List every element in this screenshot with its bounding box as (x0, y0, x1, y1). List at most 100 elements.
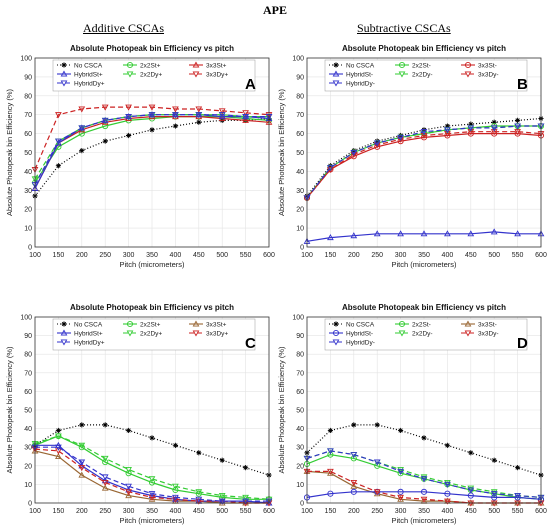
legend-entry: 2x2St- (412, 322, 431, 329)
y-tick-label: 30 (24, 445, 32, 452)
y-tick-label: 90 (296, 333, 304, 340)
axes-box (306, 316, 542, 504)
data-point (102, 459, 109, 466)
data-point (195, 489, 203, 496)
y-tick-label: 90 (24, 74, 32, 81)
y-axis-label: Absolute Photopeak bin Efficiency (%) (5, 88, 14, 216)
y-tick-label: 70 (296, 370, 304, 377)
legend-entry: 2x2Dy+ (140, 72, 162, 79)
data-point (101, 484, 109, 491)
series-line (34, 435, 270, 500)
y-tick-label: 100 (292, 56, 304, 63)
legend-marker (332, 329, 340, 337)
legend-marker (126, 330, 134, 337)
data-point (468, 450, 474, 456)
y-tick-label: 50 (24, 150, 32, 157)
legend-entry: 3x3St+ (206, 322, 227, 329)
chart-panel-a: 100 150 200 250 300 350 400 450 500 550 600 0 10 20 30… (5, 44, 275, 269)
legend-entry: HybridSt+ (74, 72, 103, 79)
x-tick-label: 600 (263, 252, 275, 259)
data-point (327, 427, 333, 434)
data-point (350, 455, 357, 462)
series-2x2dy- (31, 433, 273, 503)
panel-label: C (245, 335, 256, 352)
panel-label: D (517, 335, 528, 352)
data-point (350, 452, 358, 459)
data-point (125, 114, 132, 121)
x-tick-label: 400 (170, 252, 182, 259)
data-point (490, 125, 498, 132)
y-tick-label: 90 (296, 74, 304, 81)
data-point (373, 489, 381, 496)
legend-entry: No CSCA (74, 63, 103, 70)
data-point (195, 112, 203, 119)
y-tick-label: 30 (24, 188, 32, 195)
data-point (515, 465, 521, 471)
y-tick-label: 30 (296, 445, 304, 452)
data-point (55, 427, 61, 434)
legend-entry: HybridDy+ (74, 81, 105, 88)
legend-marker (333, 62, 339, 68)
data-point (444, 127, 451, 134)
data-point (125, 492, 132, 499)
x-tick-label: 450 (193, 252, 205, 259)
series-hybridst- (303, 488, 545, 503)
x-tick-label: 150 (325, 252, 337, 259)
legend-marker (332, 80, 340, 87)
data-point (242, 110, 249, 117)
legend-entry: 2x2Dy- (412, 331, 433, 338)
legend-marker (60, 339, 68, 346)
data-point (172, 106, 179, 113)
y-tick-label: 70 (24, 112, 32, 119)
y-tick-label: 20 (296, 207, 304, 214)
y-tick-label: 60 (296, 389, 304, 396)
x-tick-label: 500 (216, 508, 228, 515)
data-point (514, 130, 521, 137)
x-tick-label: 200 (76, 252, 88, 259)
legend-entry: No CSCA (346, 63, 375, 70)
y-tick-label: 100 (292, 315, 304, 322)
data-point (398, 427, 404, 434)
data-point (327, 165, 334, 172)
data-point (218, 113, 226, 120)
x-tick-label: 300 (395, 252, 407, 259)
data-point (125, 483, 132, 490)
x-tick-label: 350 (146, 252, 158, 259)
y-tick-label: 60 (296, 131, 304, 138)
x-tick-label: 400 (442, 252, 454, 259)
data-point (327, 490, 334, 497)
x-tick-label: 600 (535, 508, 547, 515)
data-point (243, 465, 249, 471)
x-tick-label: 300 (123, 508, 135, 515)
legend-marker (398, 330, 406, 337)
legend-box (324, 318, 528, 351)
legend-marker (464, 320, 472, 327)
data-point (467, 125, 475, 132)
data-point (55, 163, 61, 169)
data-point (172, 494, 179, 501)
data-point (126, 427, 132, 434)
y-tick-label: 100 (20, 56, 32, 63)
y-tick-label: 60 (24, 389, 32, 396)
y-tick-label: 0 (300, 245, 304, 252)
data-point (55, 138, 62, 145)
data-point (148, 479, 156, 486)
x-tick-label: 250 (99, 252, 111, 259)
y-tick-label: 80 (24, 93, 32, 100)
legend-entry: HybridDy+ (74, 340, 105, 347)
data-point (242, 498, 249, 505)
series-line (34, 448, 269, 504)
x-tick-label: 300 (395, 508, 407, 515)
y-tick-label: 80 (24, 352, 32, 359)
data-point (444, 498, 451, 505)
x-tick-label: 100 (29, 508, 41, 515)
series-hybridst- (303, 228, 545, 244)
legend: No CSCA 2x2St- 3x3St- HybridSt- 2x2Dy- 3x3Dy-… (324, 318, 528, 351)
x-tick-label: 400 (442, 508, 454, 515)
data-point (195, 106, 203, 113)
data-point (490, 491, 498, 498)
x-tick-label: 100 (301, 508, 313, 515)
legend-marker (60, 329, 68, 336)
additive-heading: Additive CSCAs (83, 21, 165, 35)
